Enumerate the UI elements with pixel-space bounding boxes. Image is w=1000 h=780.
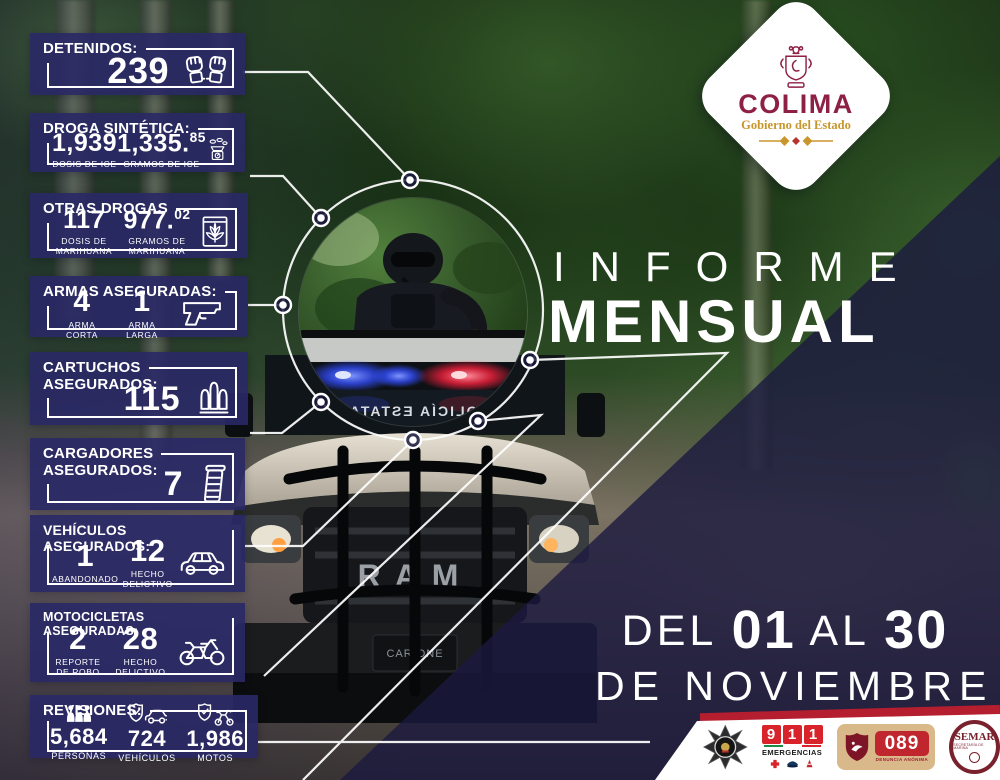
stat-value: 1 (76, 538, 95, 573)
police-cap-icon (786, 759, 799, 768)
title-informe: INFORME (553, 243, 922, 290)
stat-title: CARGADORES (43, 445, 154, 462)
089-shield-icon (843, 731, 871, 763)
stat-value: 12 (129, 533, 166, 568)
emergencias-label: EMERGENCIAS (761, 748, 823, 758)
stat-box-cargadores: CARGADORES ASEGURADOS: 7 (30, 438, 245, 510)
stat-label: DOSIS DE ICE (52, 159, 117, 169)
stat-box-revisiones: REVISIONES: 5,684 PERSONAS 724 VEHÍCULOS… (30, 695, 258, 763)
semar-navy-logo: SEMAR SECRETARÍA DE MARINA (949, 720, 1000, 774)
stat-label: PERSONAS (51, 751, 107, 761)
stat-label: GRAMOS DE MARIHUANA (128, 236, 186, 257)
stat-label: ARMA LARGA (126, 319, 158, 340)
red-cross-icon (770, 759, 780, 769)
digit-1: 1 (782, 725, 802, 745)
stat-value: 1 (133, 284, 151, 318)
digit-1: 1 (803, 725, 823, 745)
stat-box-detenidos: DETENIDOS: 239 (30, 33, 245, 95)
colima-government-badge: COLIMA Gobierno del Estado (691, 0, 901, 201)
shield-check-car-icon (125, 702, 169, 728)
ammo-magazine-icon (201, 464, 229, 506)
stat-label: DOSIS DE MARIHUANA (55, 236, 113, 256)
stat-label: ARMA CORTA (66, 319, 98, 340)
089-number: 089 (874, 731, 930, 757)
people-icon (64, 704, 94, 726)
period-day-start: 01 (731, 600, 796, 660)
stat-value: 1,986 (186, 726, 244, 751)
stat-title: OTRAS DROGAS (43, 200, 168, 217)
stat-value: 7 (163, 465, 183, 503)
pistol-icon (180, 296, 224, 330)
stat-label: HECHO DELICTIVO (115, 657, 166, 677)
siren-cone-icon (805, 759, 814, 768)
stat-label: GRAMOS DE ICE (123, 159, 200, 170)
marijuana-bag-icon (198, 212, 232, 252)
period-word: AL (809, 607, 869, 655)
stat-box-armas: ARMAS ASEGURADAS: 4 ARMA CORTA 1 ARMA LA… (30, 276, 248, 340)
handcuffed-fists-icon (183, 52, 229, 90)
stat-box-vehiculos: VEHÍCULOS ASEGURADOS: 1 ABANDONADO 12 HE… (30, 515, 245, 592)
drug-scale-icon (206, 130, 229, 170)
stat-label: MOTOS (197, 753, 234, 763)
stat-title: DETENIDOS: (43, 40, 138, 57)
stat-title: MOTOCICLETAS ASEGURADAS: (43, 610, 145, 638)
bullet-cartridges-icon (196, 379, 232, 419)
stat-value: 2 (69, 621, 87, 656)
report-period: DEL 01 AL 30 DE NOVIEMBRE (595, 599, 994, 710)
stat-label: VEHÍCULOS (118, 753, 176, 763)
stat-title: DROGA SINTÉTICA: (43, 120, 190, 137)
officer-circle-photo: POLICÍA ESTATAL (299, 198, 527, 426)
period-word: DEL (621, 607, 716, 655)
motorcycle-icon (177, 633, 227, 667)
stat-title: VEHÍCULOS ASEGURADOS: (43, 522, 151, 554)
semar-emblem-icon (969, 751, 981, 763)
stat-title: ARMAS ASEGURADAS: (43, 283, 217, 300)
footer-logo-banner: 9 1 1 EMERGENCIAS 089 DENUNCIA ANÓNIMA S… (655, 714, 1000, 780)
stat-value: 239 (107, 49, 169, 91)
stat-value: 115 (123, 379, 180, 418)
stat-title-line2: ASEGURADOS: (43, 376, 158, 393)
stat-label: ABANDONADO (52, 574, 119, 584)
colima-logo-subtitle: Gobierno del Estado (741, 118, 851, 132)
stat-title-line2: ASEGURADOS: (43, 462, 158, 479)
colima-logo-text: COLIMA (738, 89, 854, 119)
stat-box-cartuchos: CARTUCHOS ASEGURADOS: 115 (30, 352, 248, 425)
badge-flourish-icon (759, 136, 833, 146)
stat-value: 117 (63, 206, 105, 234)
anonymous-report-089-logo: 089 DENUNCIA ANÓNIMA (836, 724, 936, 770)
stat-box-droga-sintetica: DROGA SINTÉTICA: 1,939 DOSIS DE ICE 1,33… (30, 113, 245, 172)
stat-label: HECHO DELICTIVO (122, 569, 173, 589)
semar-sublabel: SECRETARÍA DE MARINA (953, 742, 984, 750)
stat-title: CARTUCHOS (43, 359, 141, 376)
089-label: DENUNCIA ANÓNIMA (875, 757, 929, 763)
period-day-end: 30 (884, 600, 949, 660)
stat-box-otras-drogas: OTRAS DROGAS 117 DOSIS DE MARIHUANA 977.… (30, 193, 248, 258)
stat-value: 4 (73, 284, 91, 318)
stat-box-motocicletas: MOTOCICLETAS ASEGURADAS: 2 REPORTE DE RO… (30, 603, 245, 682)
semar-name: SEMAR (954, 730, 995, 743)
period-month: DE NOVIEMBRE (595, 663, 994, 709)
shield-check-moto-icon (193, 702, 237, 728)
colima-coat-of-arms-icon (774, 44, 818, 90)
title-mensual: MENSUAL (548, 288, 880, 355)
car-icon (177, 547, 227, 577)
stat-value: 1,939 (52, 129, 118, 157)
police-star-badge-icon (703, 723, 748, 771)
stat-value: 724 (127, 726, 167, 751)
emergency-911-logo: 9 1 1 EMERGENCIAS (761, 725, 823, 769)
stat-value: 28 (122, 621, 159, 656)
digit-9: 9 (761, 725, 781, 745)
stat-value: 1,335. (117, 129, 190, 158)
stat-value: 5,684 (50, 724, 108, 749)
stat-value: 977. (123, 206, 175, 235)
stat-label: REPORTE DE ROBO (55, 657, 101, 677)
